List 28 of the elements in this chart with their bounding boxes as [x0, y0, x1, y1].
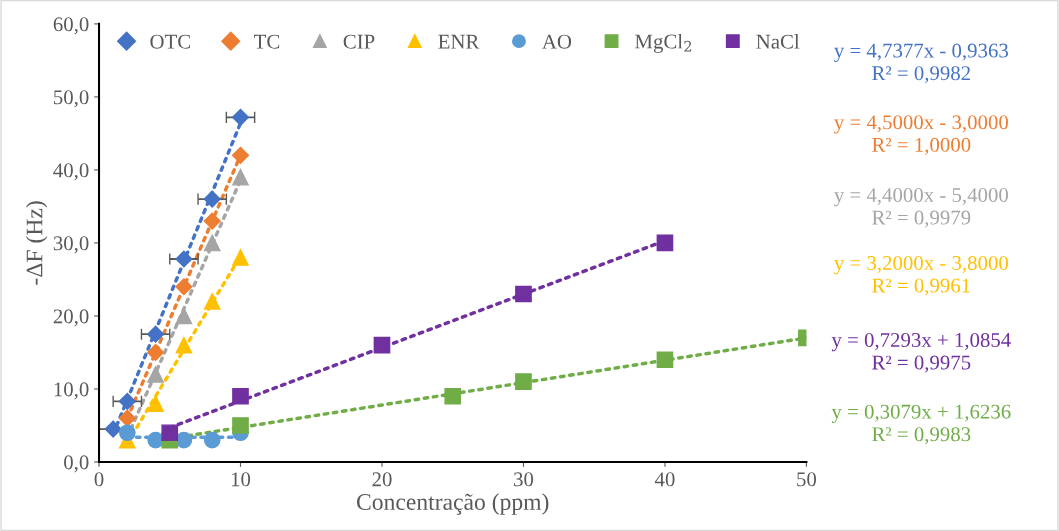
- y-tick-label: 0,0: [64, 455, 89, 473]
- y-tick-label: 10,0: [54, 382, 89, 400]
- x-tick-label: 0: [94, 472, 104, 487]
- legend-label: MgCl$_{2}$: [635, 33, 692, 53]
- x-tick-label: 30: [514, 472, 534, 487]
- text: y = 4,7377x - 0,9363 R² = 0,9982: [834, 43, 1008, 84]
- x-tick-label: 10: [231, 472, 251, 487]
- y-tick-label: 50,0: [54, 90, 89, 108]
- x-tick-label: 40: [654, 472, 675, 487]
- text: y = 0,7293x + 1,0854 R² = 0,9975: [831, 332, 1011, 373]
- y-axis-title: -ΔF (Hz): [25, 201, 48, 285]
- text: y = 4,4000x - 5,4000 R² = 0,9979: [834, 188, 1009, 228]
- x-tick-label: 20: [372, 472, 392, 487]
- legend-label: OTC: [150, 34, 191, 49]
- x-axis-title: Concentração (ppm): [356, 493, 549, 515]
- legend-label: CIP: [343, 34, 375, 49]
- y-tick-label: 30,0: [53, 236, 89, 254]
- y-tick-label: 60,0: [53, 17, 89, 35]
- legend-label: ENR: [438, 34, 480, 49]
- legend-label: NaCl: [756, 34, 800, 49]
- legend-label: TC: [254, 34, 280, 49]
- text: y = 3,2000x - 3,8000 R² = 0,9961: [834, 255, 1009, 296]
- y-tick-label: 40,0: [53, 163, 89, 181]
- legend-label: AO: [542, 34, 572, 49]
- x-tick-label: 50: [797, 472, 817, 487]
- text: y = 0,3079x + 1,6236 R² = 0,9983: [831, 404, 1011, 445]
- y-tick-label: 20,0: [53, 309, 89, 327]
- text: y = 4,5000x - 3,0000 R² = 1,0000: [834, 115, 1009, 155]
